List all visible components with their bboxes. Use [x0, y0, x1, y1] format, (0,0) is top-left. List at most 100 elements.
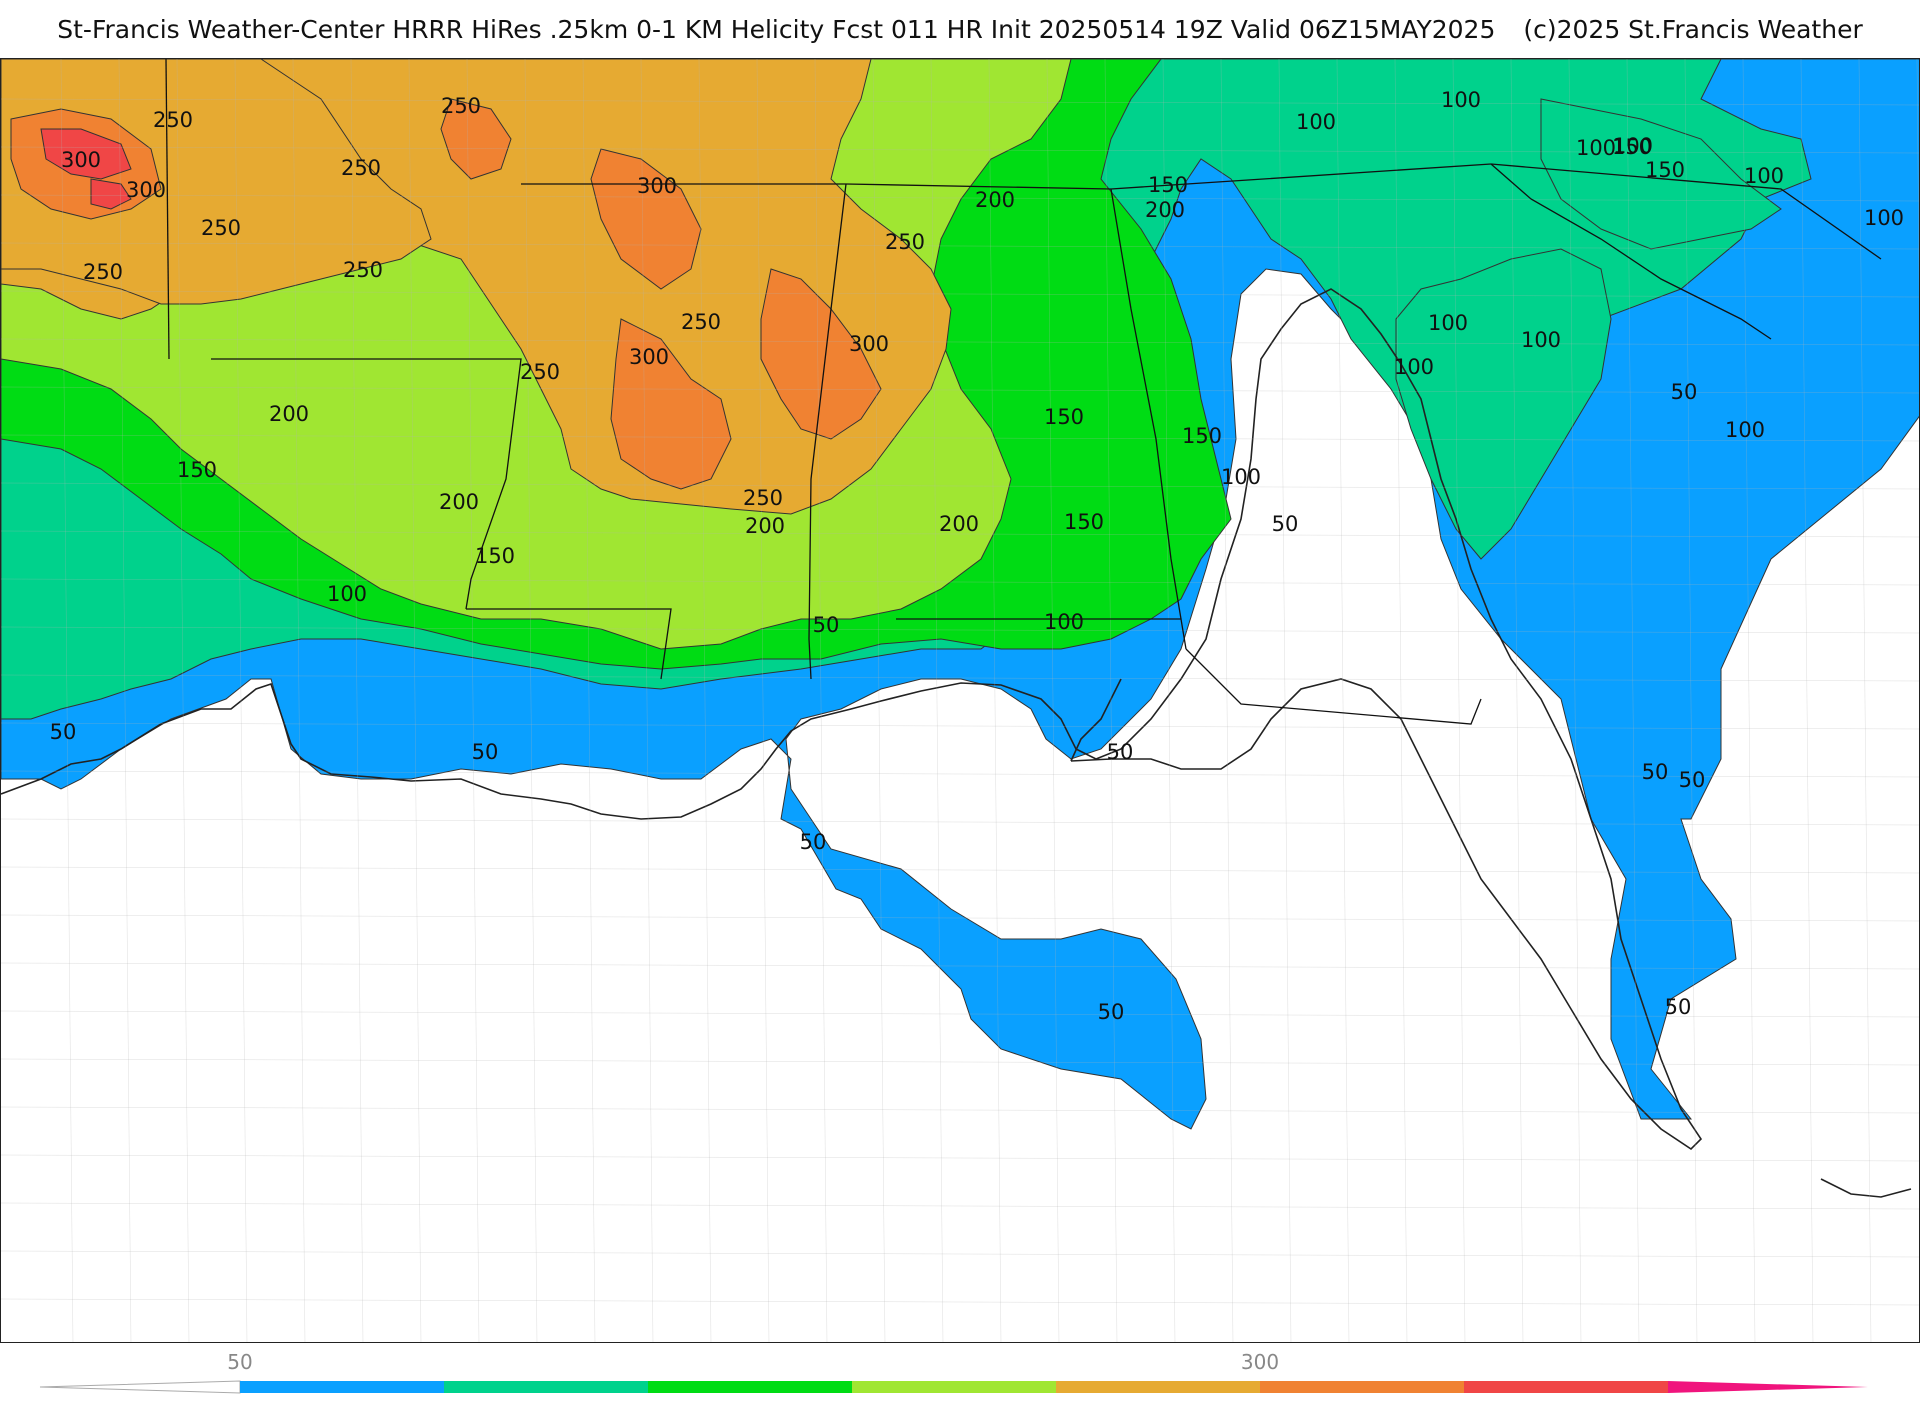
contour-label: 100: [1613, 134, 1653, 158]
cell-300-b: [760, 268, 882, 440]
county-line: [1, 1202, 1919, 1210]
helicity-bands: [1, 59, 1919, 1130]
county-line: [292, 59, 306, 1342]
contour-label: 150: [475, 544, 515, 568]
band-100-top: [1540, 98, 1782, 250]
county-line: [1, 434, 1919, 442]
map-title: St-Francis Weather-Center HRRR HiRes .25…: [0, 0, 1920, 58]
contour-label: 250: [201, 216, 241, 240]
contour-label: 100: [1394, 355, 1434, 379]
state-line-la-ms: [466, 608, 672, 680]
county-line: [1858, 59, 1872, 1342]
contour-label: 250: [885, 230, 925, 254]
county-line: [1, 242, 1919, 250]
county-line: [1, 770, 1919, 778]
legend-bin: [1056, 1381, 1260, 1393]
contour-label: 250: [83, 260, 123, 284]
county-line: [1452, 59, 1466, 1342]
color-legend: 50 300: [0, 1343, 1920, 1400]
contour-label: 200: [939, 512, 979, 536]
contour-label: 100: [1521, 328, 1561, 352]
contour-label: 200: [269, 402, 309, 426]
contour-label: 200: [1145, 198, 1185, 222]
county-line: [1, 626, 1919, 634]
legend-max-arrow: [1668, 1381, 1868, 1393]
county-line: [1, 1106, 1919, 1114]
county-line: [1, 914, 1919, 922]
legend-bin: [444, 1381, 648, 1393]
legend-canvas: 50 300: [39, 1350, 1868, 1394]
county-line: [1568, 59, 1582, 1342]
state-line-ar-la: [211, 358, 522, 610]
county-lines: [1, 59, 1919, 1342]
county-line: [1, 1298, 1919, 1306]
contour-label: 250: [520, 360, 560, 384]
county-line: [872, 59, 886, 1342]
cell-300-c: [610, 318, 732, 490]
contour-label: 50: [800, 830, 827, 854]
contour-label: 50: [813, 613, 840, 637]
contour-label: 100: [327, 582, 367, 606]
state-lines: [165, 59, 1882, 725]
contour-label: 50: [1665, 995, 1692, 1019]
contour-label: 100: [1576, 136, 1616, 160]
contour-label: 200: [439, 490, 479, 514]
contour-label: 300: [61, 148, 101, 172]
county-line: [1, 578, 1919, 586]
county-line: [756, 59, 770, 1342]
contour-label: 150: [1182, 424, 1222, 448]
state-line-al-ga: [1110, 188, 1182, 620]
legend-bin: [648, 1381, 852, 1393]
legend-bin: [240, 1381, 444, 1393]
legend-min-arrow: [39, 1380, 241, 1394]
legend-tick-label: 50: [227, 1350, 252, 1374]
contour-label: 50: [1272, 512, 1299, 536]
state-line-ms-al: [808, 183, 847, 680]
contour-label: 200: [975, 188, 1015, 212]
county-line: [1626, 59, 1640, 1342]
county-line: [1510, 59, 1524, 1342]
contour-labels: 250 250 300 300 250 250 250 300 250 250 300 300 250 2…: [50, 88, 1904, 1024]
county-line: [1, 1058, 1919, 1066]
county-line: [1394, 59, 1408, 1342]
county-line: [1, 338, 1919, 346]
county-line: [1, 1250, 1919, 1258]
county-line: [1800, 59, 1814, 1342]
county-line: [408, 59, 422, 1342]
florida-west-coast: [1070, 678, 1122, 762]
contour-label: 150: [1148, 173, 1188, 197]
legend-bin: [1260, 1381, 1464, 1393]
contour-label: 150: [177, 458, 217, 482]
contour-label: 150: [1064, 510, 1104, 534]
coastline: [1, 288, 1912, 1198]
county-line: [1, 866, 1919, 874]
county-line: [60, 59, 74, 1342]
map-canvas: 250 250 300 300 250 250 250 300 250 250 300 300 250 2…: [1, 59, 1919, 1342]
title-main: St-Francis Weather-Center HRRR HiRes .25…: [57, 14, 1496, 44]
state-line-ga-sc: [1490, 163, 1772, 340]
contour-label: 100: [1221, 465, 1261, 489]
county-line: [930, 59, 944, 1342]
contour-label: 100: [1044, 610, 1084, 634]
florida-keys: [1820, 1178, 1912, 1198]
contour-label: 50: [50, 720, 77, 744]
county-line: [1220, 59, 1234, 1342]
county-line: [1742, 59, 1756, 1342]
county-line: [1, 482, 1919, 490]
legend-bin: [1464, 1381, 1668, 1393]
county-line: [582, 59, 596, 1342]
county-line: [1, 1010, 1919, 1018]
county-line: [1278, 59, 1292, 1342]
contour-label: 50: [1107, 740, 1134, 764]
contour-label: 100: [1725, 418, 1765, 442]
county-line: [350, 59, 364, 1342]
cell-350-a: [40, 128, 132, 180]
county-line: [1684, 59, 1698, 1342]
county-line: [814, 59, 828, 1342]
county-line: [1, 98, 1919, 106]
state-line-nc-sc: [1490, 163, 1882, 260]
contour-label: 150: [1645, 158, 1685, 182]
county-line: [118, 59, 132, 1342]
contour-label: 100: [1428, 311, 1468, 335]
state-line-al-fl: [896, 618, 1187, 650]
